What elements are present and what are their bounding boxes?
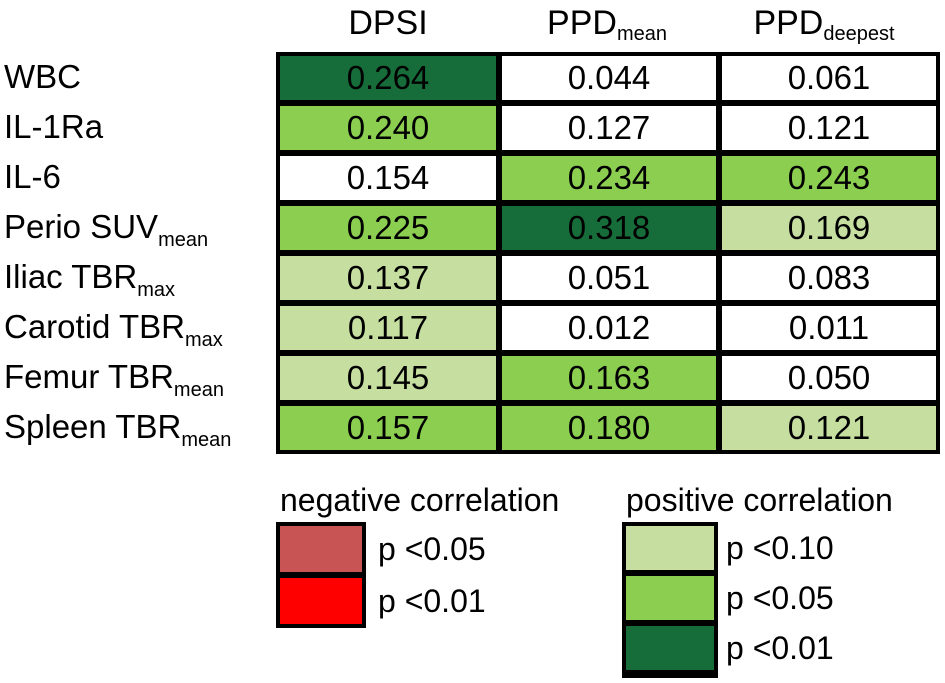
legend-label-neg05: p <0.05 [378, 531, 486, 567]
heatmap-cell: 0.240 [278, 104, 498, 152]
heatmap-cell: 0.117 [278, 304, 498, 352]
heatmap-cell: 0.044 [500, 54, 718, 102]
heatmap-cell: 0.157 [278, 404, 498, 452]
row-label: Perio SUVmean [4, 208, 209, 251]
heatmap-cell: 0.137 [278, 254, 498, 302]
row-label: Femur TBRmean [4, 358, 224, 401]
row-label: WBC [4, 58, 81, 95]
legend-label-p10: p <0.10 [726, 530, 834, 566]
heatmap-cell: 0.180 [500, 404, 718, 452]
row-label: Spleen TBRmean [4, 408, 232, 451]
column-header-dpsi: DPSI [348, 4, 428, 42]
row-label: Carotid TBRmax [4, 308, 223, 351]
legend-swatch-p10 [624, 524, 716, 572]
row-label: IL-1Ra [4, 108, 104, 145]
heatmap-cell: 0.121 [720, 404, 938, 452]
legend-negative-title: negative correlation [280, 482, 560, 518]
legend-negative-swatches [276, 522, 366, 628]
legend-swatch-neg05 [278, 524, 364, 574]
heatmap-cell: 0.169 [720, 204, 938, 252]
heatmap-cell: 0.225 [278, 204, 498, 252]
heatmap-cell: 0.051 [500, 254, 718, 302]
row-label: Iliac TBRmax [4, 258, 176, 301]
legend-swatch-p01 [624, 624, 716, 672]
heatmap-cell: 0.012 [500, 304, 718, 352]
legend-label-neg01: p <0.01 [378, 583, 486, 619]
heatmap-cell: 0.127 [500, 104, 718, 152]
heatmap-cell: 0.145 [278, 354, 498, 402]
heatmap-cell: 0.318 [500, 204, 718, 252]
legend-positive-title: positive correlation [626, 482, 893, 518]
heatmap-cell: 0.083 [720, 254, 938, 302]
legend-swatch-p05 [624, 574, 716, 622]
heatmap-cell: 0.234 [500, 154, 718, 202]
legend-positive-swatches [622, 522, 718, 678]
heatmap-cell: 0.154 [278, 154, 498, 202]
heatmap-cell: 0.163 [500, 354, 718, 402]
column-header-ppd_mean: PPDmean [547, 4, 667, 45]
legend-swatch-neg01 [278, 576, 364, 626]
column-header-ppd_deepest: PPDdeepest [753, 4, 895, 45]
legend-label-p01: p <0.01 [726, 630, 834, 666]
heatmap-cell: 0.050 [720, 354, 938, 402]
row-label: IL-6 [4, 158, 61, 195]
heatmap-cell: 0.243 [720, 154, 938, 202]
heatmap-cell: 0.011 [720, 304, 938, 352]
heatmap-cell: 0.061 [720, 54, 938, 102]
legend-label-p05: p <0.05 [726, 580, 834, 616]
heatmap-grid: 0.264 0.044 0.061 0.240 0.127 0.121 0.154 0.234… [276, 52, 940, 454]
heatmap-cell: 0.121 [720, 104, 938, 152]
heatmap-cell: 0.264 [278, 54, 498, 102]
